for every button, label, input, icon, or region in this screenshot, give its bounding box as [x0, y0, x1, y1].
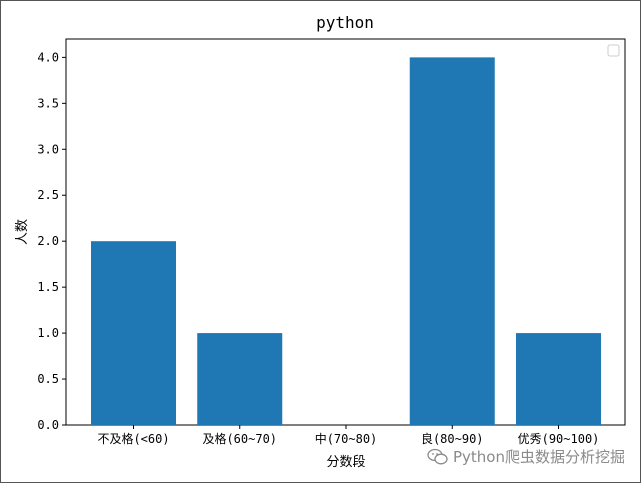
x-axis-ticks: 不及格(<60) 及格(60~70) 中(70~80) 良(80~90) 优秀(90~1… [97, 425, 599, 446]
watermark: Python爬虫数据分析挖掘 [427, 446, 625, 467]
y-tick-label-2: 1.0 [37, 326, 59, 340]
bar-3 [409, 57, 495, 425]
y-tick-label-3: 1.5 [37, 280, 59, 294]
chart-title: python [316, 13, 374, 32]
y-tick-label-8: 4.0 [37, 50, 59, 64]
x-tick-label-0: 不及格(<60) [97, 431, 169, 446]
wechat-icon [427, 448, 448, 464]
y-axis-ticks: 0.0 0.5 1.0 1.5 2.0 2.5 3.0 3.5 4.0 [37, 50, 66, 432]
y-tick-label-1: 0.5 [37, 372, 59, 386]
x-tick-label-4: 优秀(90~100) [518, 432, 600, 446]
y-tick-label-0: 0.0 [37, 418, 59, 432]
x-tick-label-1: 及格(60~70) [202, 431, 277, 446]
y-tick-label-5: 2.5 [37, 188, 59, 202]
legend-box [607, 44, 620, 57]
bar-0 [91, 241, 176, 425]
y-tick-label-4: 2.0 [37, 234, 59, 248]
bars [91, 57, 601, 425]
bar-4 [516, 333, 601, 425]
x-axis-label: 分数段 [326, 455, 365, 470]
bar-1 [197, 333, 283, 425]
x-tick-label-2: 中(70~80) [315, 431, 378, 446]
x-tick-label-3: 良(80~90) [421, 431, 484, 446]
y-tick-label-6: 3.0 [37, 142, 59, 156]
y-tick-label-7: 3.5 [37, 96, 59, 110]
y-axis-label: 人数 [15, 219, 30, 245]
watermark-text: Python爬虫数据分析挖掘 [453, 448, 625, 466]
